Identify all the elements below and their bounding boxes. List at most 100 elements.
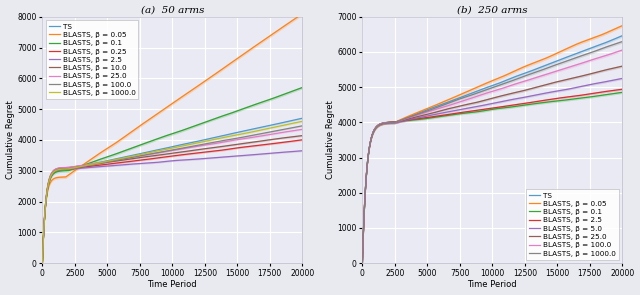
BLASTS, β = 5.0 (532, 93, 540, 97)
BLASTS, β = 10.0 (192, 148, 200, 152)
BLASTS, β = 5.0 (404, 118, 412, 122)
BLASTS, β = 5.0 (618, 77, 626, 80)
Line: BLASTS, β = 0.05: BLASTS, β = 0.05 (42, 14, 302, 263)
BLASTS, β = 25.0 (106, 159, 113, 163)
BLASTS, β = 0.1 (404, 119, 412, 122)
BLASTS, β = 1000.0 (38, 261, 46, 265)
BLASTS, β = 0.05 (512, 69, 520, 72)
Line: BLASTS, β = 10.0: BLASTS, β = 10.0 (42, 136, 302, 263)
BLASTS, β = 1000.0 (476, 90, 484, 94)
BLASTS, β = 2.5 (618, 87, 626, 91)
BLASTS, β = 0.25 (38, 261, 46, 265)
BLASTS, β = 25.0 (554, 80, 562, 83)
BLASTS, β = 25.0 (192, 145, 200, 148)
BLASTS, β = 1000.0 (532, 71, 540, 74)
BLASTS, β = 100.0 (234, 136, 242, 140)
BLASTS, β = 0.25 (234, 146, 242, 150)
BLASTS, β = 0.05 (358, 261, 366, 265)
BLASTS, β = 10.0 (106, 160, 113, 164)
Line: BLASTS, β = 100.0: BLASTS, β = 100.0 (362, 50, 622, 263)
BLASTS, β = 2.5 (234, 154, 242, 158)
Line: BLASTS, β = 25.0: BLASTS, β = 25.0 (362, 66, 622, 263)
BLASTS, β = 0.1 (618, 91, 626, 94)
Line: BLASTS, β = 100.0: BLASTS, β = 100.0 (42, 126, 302, 263)
BLASTS, β = 25.0 (234, 138, 242, 141)
BLASTS, β = 100.0 (192, 144, 200, 148)
BLASTS, β = 25.0 (358, 261, 366, 265)
BLASTS, β = 100.0 (554, 69, 562, 72)
BLASTS, β = 0.05 (618, 24, 626, 27)
BLASTS, β = 2.5 (512, 103, 520, 106)
BLASTS, β = 5.0 (512, 97, 520, 101)
BLASTS, β = 0.25 (156, 156, 164, 159)
BLASTS, β = 1000.0 (618, 40, 626, 43)
BLASTS, β = 10.0 (212, 145, 220, 149)
X-axis label: Time Period: Time Period (468, 281, 517, 289)
Legend: TS, BLASTS, β = 0.05, BLASTS, β = 0.1, BLASTS, β = 0.25, BLASTS, β = 2.5, BLASTS: TS, BLASTS, β = 0.05, BLASTS, β = 0.1, B… (46, 20, 138, 99)
BLASTS, β = 1000.0 (84, 163, 92, 167)
BLASTS, β = 2.5 (84, 166, 92, 169)
BLASTS, β = 2.5 (554, 96, 562, 100)
BLASTS, β = 25.0 (38, 261, 46, 265)
BLASTS, β = 5.0 (476, 104, 484, 108)
BLASTS, β = 0.1 (532, 102, 540, 105)
BLASTS, β = 1000.0 (192, 141, 200, 145)
BLASTS, β = 2.5 (38, 261, 46, 265)
BLASTS, β = 0.05 (192, 86, 200, 89)
BLASTS, β = 25.0 (156, 151, 164, 154)
BLASTS, β = 0.1 (234, 109, 242, 112)
BLASTS, β = 100.0 (426, 109, 433, 113)
TS (38, 261, 46, 265)
BLASTS, β = 0.25 (106, 162, 113, 166)
BLASTS, β = 0.1 (84, 162, 92, 165)
TS (358, 261, 366, 265)
BLASTS, β = 0.1 (156, 136, 164, 140)
BLASTS, β = 0.25 (84, 165, 92, 168)
BLASTS, β = 2.5 (212, 156, 220, 159)
BLASTS, β = 0.05 (84, 159, 92, 163)
BLASTS, β = 2.5 (426, 116, 433, 119)
Line: TS: TS (42, 118, 302, 263)
BLASTS, β = 0.25 (192, 151, 200, 155)
BLASTS, β = 0.05 (554, 51, 562, 55)
BLASTS, β = 10.0 (234, 142, 242, 146)
BLASTS, β = 25.0 (426, 112, 433, 116)
BLASTS, β = 1000.0 (512, 78, 520, 81)
TS (212, 135, 220, 139)
BLASTS, β = 100.0 (476, 94, 484, 97)
BLASTS, β = 0.1 (106, 155, 113, 158)
Line: TS: TS (362, 36, 622, 263)
BLASTS, β = 100.0 (106, 160, 113, 163)
Line: BLASTS, β = 25.0: BLASTS, β = 25.0 (42, 129, 302, 263)
BLASTS, β = 5.0 (358, 261, 366, 265)
BLASTS, β = 100.0 (156, 150, 164, 154)
BLASTS, β = 1000.0 (212, 137, 220, 141)
BLASTS, β = 5.0 (554, 89, 562, 93)
TS (476, 88, 484, 92)
BLASTS, β = 0.05 (234, 56, 242, 60)
BLASTS, β = 1000.0 (156, 149, 164, 152)
TS (618, 34, 626, 37)
X-axis label: Time Period: Time Period (148, 281, 197, 289)
BLASTS, β = 0.1 (476, 110, 484, 113)
BLASTS, β = 10.0 (38, 261, 46, 265)
Y-axis label: Cumulative Regret: Cumulative Regret (6, 101, 15, 179)
TS (512, 75, 520, 78)
BLASTS, β = 25.0 (404, 117, 412, 121)
BLASTS, β = 0.25 (298, 138, 306, 142)
TS (106, 158, 113, 162)
BLASTS, β = 5.0 (426, 114, 433, 117)
BLASTS, β = 100.0 (358, 261, 366, 265)
BLASTS, β = 0.05 (404, 114, 412, 118)
BLASTS, β = 100.0 (532, 76, 540, 79)
Line: BLASTS, β = 0.25: BLASTS, β = 0.25 (42, 140, 302, 263)
Line: BLASTS, β = 0.1: BLASTS, β = 0.1 (362, 92, 622, 263)
BLASTS, β = 1000.0 (404, 116, 412, 119)
TS (234, 130, 242, 134)
BLASTS, β = 0.05 (476, 84, 484, 88)
TS (84, 163, 92, 167)
BLASTS, β = 100.0 (212, 140, 220, 144)
TS (532, 67, 540, 71)
BLASTS, β = 100.0 (298, 124, 306, 127)
BLASTS, β = 0.05 (38, 261, 46, 265)
